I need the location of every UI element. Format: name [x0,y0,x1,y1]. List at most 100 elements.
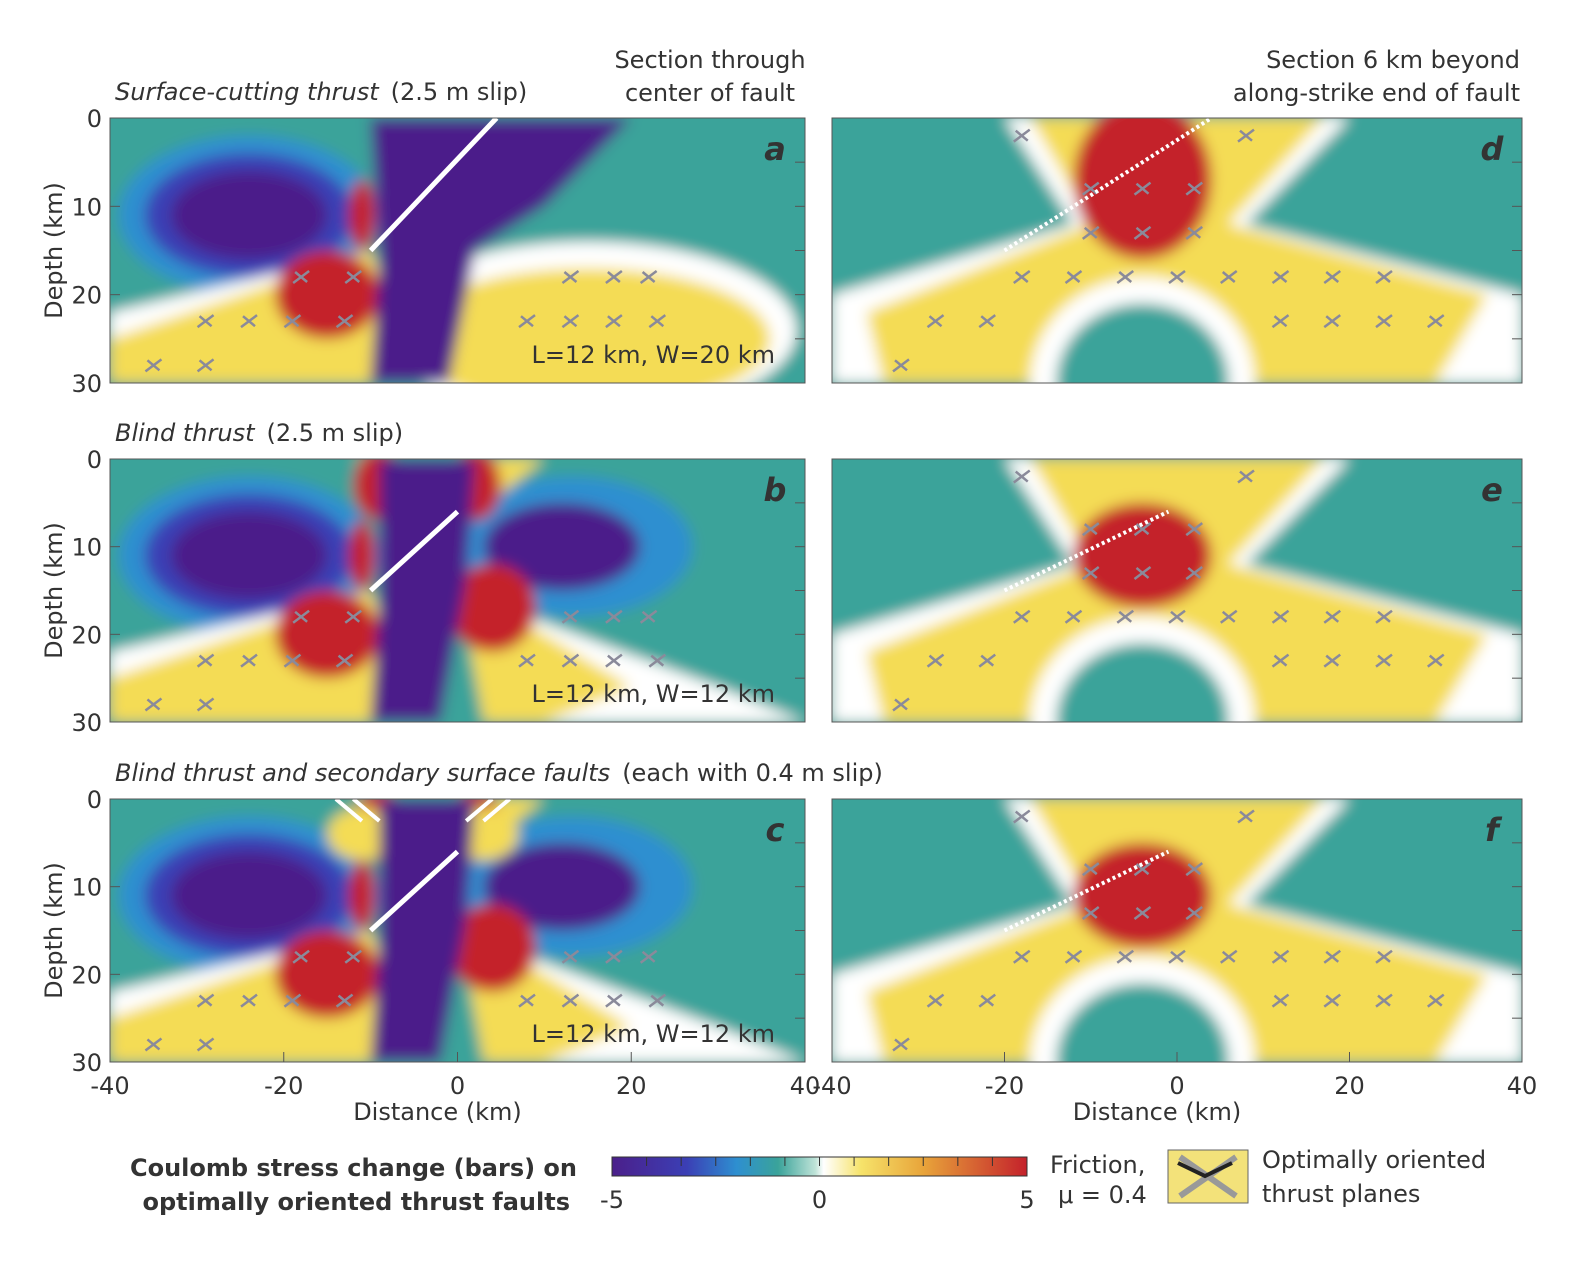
y-axis-label: Depth (km) [40,522,68,659]
thrust-plane-symbol [1375,314,1393,329]
thrust-plane-symbol [639,270,658,284]
thrust-plane-symbol [1323,949,1341,964]
thrust-plane-symbol [1168,270,1186,284]
thrust-plane-symbol [1013,270,1031,284]
colorbar-tick-label: -5 [600,1186,624,1214]
thrust-plane-symbol [1375,609,1393,624]
column-header: Section 6 km beyond [1266,46,1520,74]
thrust-plane-symbol [1116,949,1134,964]
thrust-plane-symbol [144,358,163,373]
thrust-plane-symbol [335,993,354,1008]
thrust-plane-symbol [1116,270,1134,284]
thrust-plane-symbol [240,314,258,329]
thrust-plane-symbol [292,609,310,624]
stress-field [110,799,805,1062]
y-tick-label: 10 [71,534,102,562]
thrust-plane-symbol [518,993,536,1008]
colorbar-label: optimally oriented thrust faults [142,1188,570,1216]
legend-label: thrust planes [1262,1180,1420,1208]
x-axis-label: Distance (km) [353,1098,522,1126]
legend-symbol [1167,1149,1249,1204]
panel-title-name: Blind thrust and secondary surface fault… [115,759,610,787]
thrust-plane-symbol [196,358,215,373]
thrust-plane-symbol [1375,949,1393,964]
thrust-plane-symbol [1323,653,1341,668]
thrust-plane-symbol [1013,949,1031,964]
stress-field-shapes [832,799,1522,1062]
friction-value: μ = 0.4 [1058,1181,1147,1209]
thrust-plane-symbol [605,609,623,624]
thrust-plane-symbol [561,653,580,668]
thrust-plane-symbol [1271,949,1290,964]
thrust-plane-symbol [1168,609,1186,624]
thrust-plane-symbol [1237,469,1255,484]
stress-field [832,118,1522,383]
thrust-plane-symbol [605,993,623,1008]
field-region [170,511,328,600]
field-region [275,250,380,339]
stress-field [110,118,805,383]
panel: 0 10 20 30 Depth (km) Surface-cutting thrust (… [40,78,806,398]
field-region [1073,842,1212,949]
thrust-plane-symbol [648,993,667,1008]
field-region [448,904,536,992]
secondary-fault [464,799,494,823]
field-region [348,520,375,591]
thrust-plane-symbol [892,1037,910,1052]
thrust-plane-symbol [561,270,580,284]
colorbar: Coulomb stress change (bars) on optimall… [130,1146,1486,1216]
x-tick-label: -40 [90,1072,129,1100]
thrust-plane-symbol [1133,522,1152,537]
thrust-plane-symbol [1082,225,1100,240]
panel-letter: b [764,471,787,509]
thrust-plane-symbol [1185,181,1203,196]
field-region [275,590,380,679]
thrust-plane-symbol [1133,905,1152,920]
panel-annotation: L=12 km, W=12 km [532,680,775,708]
thrust-plane-symbol [335,314,354,329]
x-tick-label: 20 [616,1072,647,1100]
thrust-plane-symbol [1220,949,1238,964]
panel-letter: f [1485,811,1503,849]
thrust-plane-symbol [1323,609,1341,624]
thrust-plane-symbol [1064,609,1083,624]
field-region [1056,643,1229,722]
thrust-plane-symbol [344,949,362,964]
secondary-fault [351,799,381,823]
thrust-plane-symbol [561,949,580,964]
thrust-plane-symbol [1082,905,1100,920]
panel: d [831,117,1523,384]
y-tick-label: 0 [87,105,102,133]
thrust-plane-symbol [196,653,215,668]
stress-field [832,799,1522,1062]
y-tick-label: 30 [71,1049,102,1077]
stress-field [110,459,805,722]
panel-letter: d [1481,130,1505,168]
y-tick-label: 0 [87,446,102,474]
stress-field-shapes [832,118,1522,383]
thrust-plane-symbol [648,314,667,329]
y-axis-label: Depth (km) [40,182,68,319]
y-tick-label: 20 [71,961,102,989]
thrust-plane-symbol [605,314,623,329]
thrust-plane-symbol [1133,862,1152,877]
y-axis-label: Depth (km) [40,862,68,999]
field-region [1056,303,1229,383]
thrust-plane-symbol [926,653,945,668]
thrust-plane-symbol [1013,809,1031,824]
thrust-plane-symbol [1375,653,1393,668]
thrust-plane-symbol [1116,609,1134,624]
thrust-plane-symbol [1427,314,1445,329]
thrust-plane-symbol [892,358,910,373]
thrust-plane-symbol [344,270,362,284]
panel-letter: a [764,130,786,168]
thrust-plane-symbol [196,314,215,329]
y-tick-label: 10 [71,193,102,221]
thrust-plane-symbol [1082,565,1100,580]
panel-title: Blind thrust (2.5 m slip) [115,419,403,447]
fault-projection [1003,509,1170,593]
panel-annotation: L=12 km, W=12 km [532,1020,775,1048]
column-header: center of fault [625,79,795,107]
thrust-plane-symbol [1375,993,1393,1008]
thrust-plane-symbol [283,653,302,668]
